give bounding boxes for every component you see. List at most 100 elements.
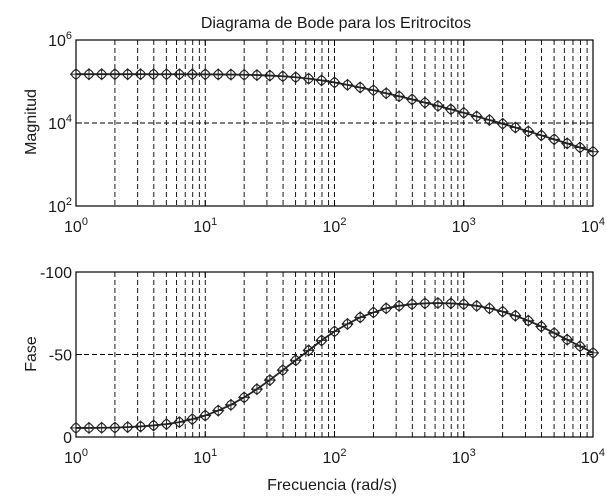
- phase-marker-cross: [407, 299, 418, 310]
- magnitude-data-point: [95, 68, 108, 81]
- magnitude-data-point: [522, 125, 535, 138]
- magnitude-marker-cross: [562, 138, 573, 149]
- phase-data-point: [95, 421, 108, 434]
- phase-data-point: [548, 326, 561, 340]
- phase-marker-cross: [225, 399, 236, 410]
- phase-marker-cross: [148, 420, 159, 431]
- magnitude-marker-cross: [225, 69, 236, 80]
- phase-marker-diamond: [69, 421, 83, 435]
- phase-data-point: [199, 409, 212, 422]
- magnitude-data-point: [586, 145, 600, 158]
- phase-marker-diamond: [199, 409, 212, 422]
- magnitude-data-point: [263, 69, 276, 82]
- magnitude-marker-cross: [96, 69, 107, 80]
- magnitude-data-point: [108, 68, 122, 81]
- phase-data-point: [522, 314, 535, 327]
- phase-data-point: [263, 373, 276, 387]
- phase-marker-cross: [135, 421, 146, 432]
- phase-data-point: [147, 419, 160, 432]
- magnitude-marker-cross: [200, 69, 211, 80]
- phase-marker-diamond: [405, 298, 419, 311]
- phase-marker-cross: [445, 298, 456, 309]
- phase-marker-cross: [187, 414, 198, 425]
- phase-data-point: [315, 334, 328, 347]
- magnitude-marker-diamond: [431, 99, 445, 113]
- magnitude-marker-cross: [536, 130, 547, 141]
- phase-y-tick-label: 0: [63, 430, 72, 447]
- phase-marker-cross: [458, 299, 469, 310]
- magnitude-marker-diamond: [380, 87, 393, 100]
- magnitude-data-point: [69, 68, 83, 81]
- magnitude-data-point: [238, 68, 251, 81]
- magnitude-marker-diamond: [134, 68, 147, 81]
- phase-marker-diamond: [95, 421, 108, 434]
- phase-y-tick-label: -50: [49, 348, 72, 365]
- phase-marker-diamond: [263, 373, 276, 387]
- magnitude-data-point: [341, 78, 354, 91]
- phase-marker-cross: [342, 318, 353, 329]
- magnitude-data-point: [134, 68, 147, 81]
- magnitude-data-point: [121, 68, 134, 81]
- magnitude-marker-cross: [109, 69, 120, 80]
- phase-marker-diamond: [302, 344, 315, 357]
- magnitude-data-point: [380, 87, 393, 100]
- magnitude-x-tick-label: 104: [581, 216, 605, 236]
- phase-marker-cross: [290, 355, 301, 366]
- phase-marker-cross: [251, 384, 262, 395]
- magnitude-marker-cross: [471, 111, 482, 122]
- magnitude-marker-diamond: [276, 70, 289, 83]
- magnitude-marker-diamond: [82, 68, 96, 81]
- phase-marker-diamond: [444, 297, 457, 310]
- magnitude-marker-cross: [419, 97, 430, 108]
- phase-marker-cross: [161, 419, 172, 430]
- magnitude-marker-cross: [549, 134, 560, 145]
- phase-data-point: [496, 305, 509, 318]
- magnitude-data-point: [431, 99, 445, 113]
- magnitude-data-point: [212, 68, 225, 81]
- magnitude-marker-cross: [71, 69, 81, 80]
- phase-marker-diamond: [548, 326, 561, 340]
- magnitude-marker-diamond: [69, 68, 83, 81]
- phase-data-point: [470, 299, 483, 312]
- phase-marker-diamond: [108, 421, 122, 434]
- magnitude-marker-diamond: [392, 90, 406, 103]
- magnitude-marker-diamond: [548, 133, 561, 146]
- phase-marker-cross: [264, 375, 275, 386]
- phase-marker-diamond: [121, 420, 134, 434]
- magnitude-marker-cross: [251, 70, 262, 81]
- phase-marker-cross: [368, 307, 379, 318]
- magnitude-data-point: [199, 68, 212, 81]
- phase-marker-cross: [432, 298, 443, 309]
- magnitude-marker-cross: [122, 69, 133, 80]
- phase-marker-cross: [174, 417, 185, 428]
- magnitude-marker-diamond: [457, 106, 470, 119]
- magnitude-x-tick-label: 102: [323, 216, 347, 236]
- phase-marker-cross: [419, 298, 430, 309]
- x-axis-label: Frecuencia (rad/s): [267, 477, 397, 494]
- magnitude-marker-diamond: [522, 125, 535, 138]
- magnitude-marker-cross: [523, 126, 534, 137]
- magnitude-marker-diamond: [147, 68, 160, 81]
- phase-x-tick-label: 101: [193, 447, 217, 467]
- magnitude-data-point: [392, 90, 406, 103]
- magnitude-marker-diamond: [444, 103, 457, 116]
- phase-marker-cross: [497, 306, 508, 317]
- phase-marker-diamond: [276, 364, 289, 377]
- phase-marker-cross: [122, 422, 133, 433]
- phase-marker-diamond: [238, 391, 251, 404]
- magnitude-marker-cross: [264, 70, 275, 81]
- phase-data-point: [173, 416, 186, 429]
- phase-data-point: [573, 340, 587, 353]
- magnitude-data-point: [444, 103, 457, 116]
- phase-marker-diamond: [509, 309, 522, 322]
- phase-marker-cross: [562, 334, 573, 345]
- magnitude-marker-diamond: [186, 68, 199, 81]
- magnitude-marker-diamond: [341, 78, 354, 91]
- phase-marker-cross: [200, 410, 211, 421]
- phase-x-tick-label: 104: [581, 447, 605, 467]
- magnitude-marker-diamond: [238, 68, 251, 81]
- magnitude-marker-cross: [497, 118, 508, 129]
- phase-data-point: [186, 413, 199, 426]
- phase-marker-cross: [329, 326, 340, 337]
